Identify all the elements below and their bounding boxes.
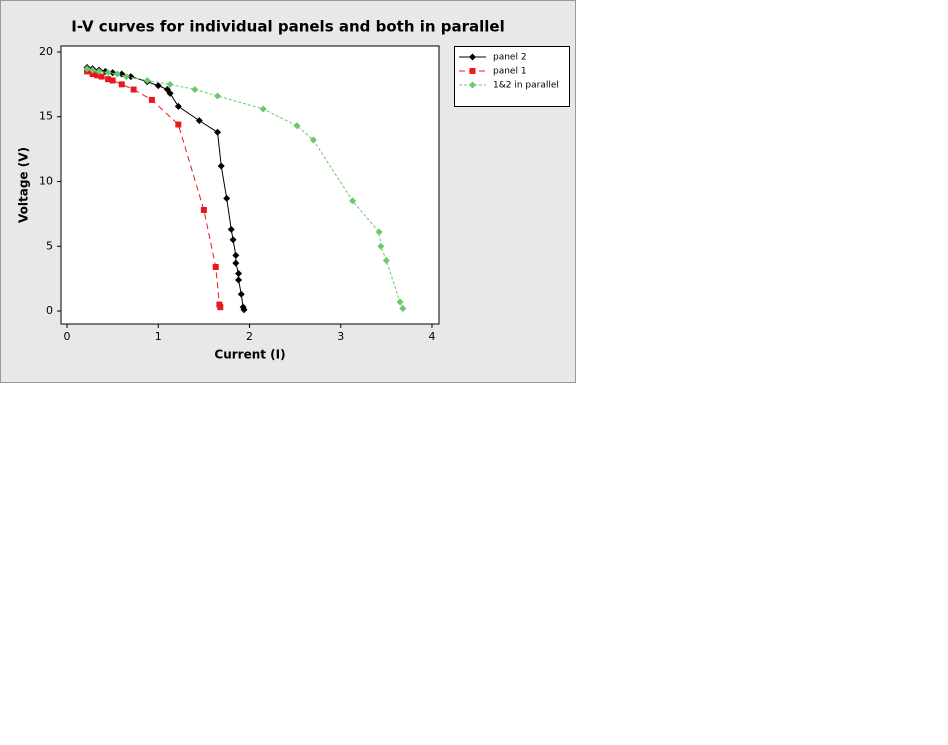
point: [223, 194, 231, 202]
point: [94, 72, 101, 79]
legend-label: panel 1: [493, 67, 527, 77]
x-tick-label: 1: [155, 330, 162, 343]
point: [109, 77, 116, 84]
point: [113, 70, 121, 78]
y-tick-label: 5: [46, 239, 53, 252]
point: [89, 70, 96, 77]
y-tick-label: 20: [39, 45, 53, 58]
point: [104, 69, 112, 77]
point: [235, 269, 243, 277]
point: [377, 242, 385, 250]
point: [174, 102, 182, 110]
point: [166, 89, 174, 97]
x-tick-label: 3: [337, 330, 344, 343]
point: [217, 162, 225, 170]
plot-area: [60, 45, 440, 325]
point: [232, 251, 240, 259]
point: [95, 67, 103, 75]
point: [195, 117, 203, 125]
point: [105, 76, 112, 83]
point: [227, 225, 235, 233]
point: [118, 81, 125, 88]
y-axis-label: Voltage (V): [17, 147, 31, 223]
point: [212, 264, 219, 271]
point: [259, 105, 267, 113]
point: [382, 257, 390, 265]
x-tick-label: 2: [246, 330, 253, 343]
point: [217, 304, 224, 311]
x-tick-label: 4: [428, 330, 435, 343]
point: [166, 80, 174, 88]
point: [143, 76, 151, 84]
point: [349, 197, 357, 205]
legend-marker: [469, 81, 476, 89]
point: [83, 65, 91, 73]
chart-title: I-V curves for individual panels and bot…: [71, 18, 504, 36]
legend-marker: [469, 53, 476, 61]
y-tick-label: 15: [39, 110, 53, 123]
point: [130, 86, 137, 93]
legend-label: 1&2 in parallel: [493, 81, 559, 91]
point: [399, 304, 407, 312]
point: [309, 136, 317, 144]
point: [175, 121, 182, 128]
point: [200, 207, 207, 214]
point: [127, 73, 135, 81]
point: [154, 82, 162, 90]
point: [396, 298, 404, 306]
legend-marker: [469, 68, 476, 74]
point: [232, 259, 240, 267]
point: [214, 92, 222, 100]
y-tick-label: 10: [39, 175, 53, 188]
point: [237, 290, 245, 298]
point: [293, 122, 301, 130]
point: [229, 236, 237, 244]
point: [89, 66, 97, 74]
legend-label: panel 2: [493, 53, 527, 63]
x-tick-label: 0: [64, 330, 71, 343]
y-tick-label: 0: [46, 304, 53, 317]
point: [122, 73, 130, 81]
point: [98, 73, 105, 80]
point: [235, 276, 243, 284]
point: [148, 96, 155, 103]
point: [214, 128, 222, 136]
point: [240, 306, 248, 314]
x-axis-label: Current (I): [214, 348, 285, 362]
point: [191, 86, 199, 94]
point: [375, 228, 383, 236]
